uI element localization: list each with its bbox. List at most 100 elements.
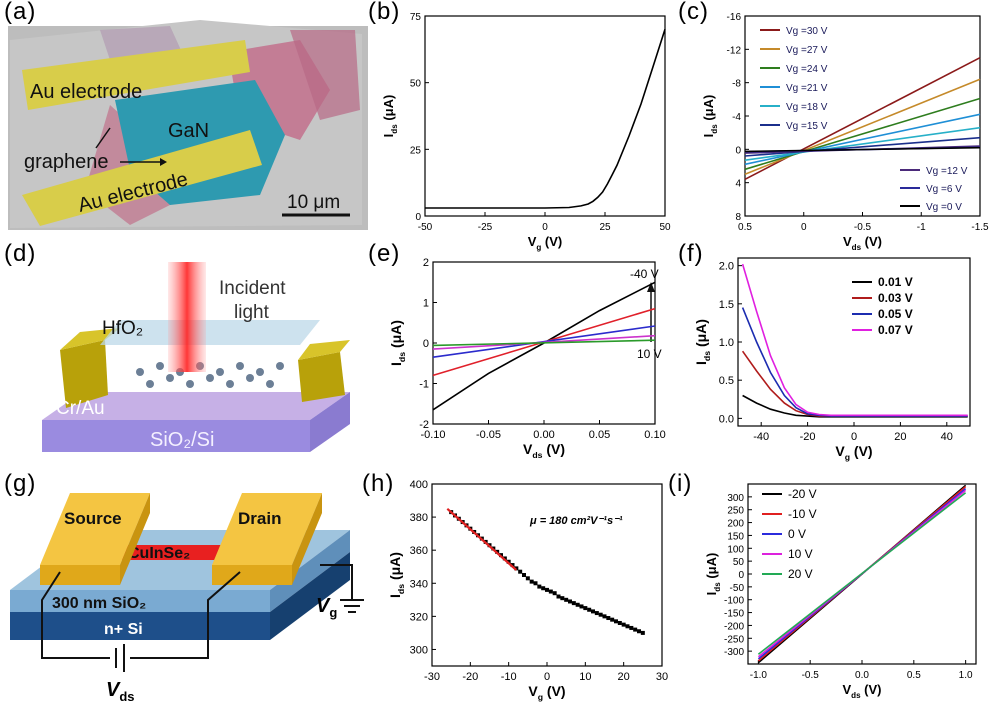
panel-e-series-line [432,339,656,347]
panel-label-g: (g) [4,470,37,497]
panel-h-xtick-label: 20 [618,671,630,683]
panel-c-xtick-label: 0 [801,222,807,233]
panel-h-data-point [568,599,572,604]
panel-label-f: (f) [678,240,704,267]
panel-h-plot-frame [431,483,663,667]
panel-c-ylabel: Ids (μA) [701,95,719,138]
label-source: Source [64,509,122,528]
panel-b-ytick-label: 0 [415,212,421,223]
panel-i-ytick-label: 150 [727,531,744,542]
panel-i-ytick-label: 0 [738,570,744,581]
panel-h-ytick-label: 320 [410,611,428,623]
panel-f-legend-label: 0.05 V [878,307,913,321]
electrode-right [298,352,345,402]
panel-c-series-line [744,136,981,157]
panel-c-ytick-label: -12 [727,45,742,56]
panel-c-legend-label: Vg =18 V [786,102,828,113]
panel-b-plot-frame [424,15,666,217]
panel-h-data-point [579,604,584,609]
panel-c-series-line [744,113,981,166]
circuit-wire-right [130,571,241,659]
substrate-top [42,392,350,420]
panel-h-data-point [594,611,599,616]
panel-e-ylabel: Ids (μA) [388,320,407,366]
panel-h-xlabel: Vg (V) [528,683,565,702]
panel-e-ytick-label: 2 [423,257,429,269]
panel-c-ytick-label: 0 [735,145,741,156]
scale-bar-label: 10 μm [287,192,340,213]
panel-b-xtick-label: -25 [478,222,493,233]
panel-h-data-point [545,587,549,592]
panel-e-ytick-label: 1 [423,298,429,310]
graphene-arrow-1 [95,127,111,149]
circuit-wire-left [41,571,110,659]
label-incident: Incident [219,278,286,299]
panel-c-series-line [744,97,981,171]
panel-label-d: (d) [4,240,37,267]
panel-e-ytick-label: -2 [419,419,429,431]
source-electrode [40,493,150,565]
panel-i-ytick-label: -50 [730,583,745,594]
panel-i-xtick-label: -0.5 [802,670,820,681]
panel-f-xtick-label: -20 [800,431,816,443]
gate-wire [320,564,353,600]
panel-h-data-point [629,625,634,630]
panel-e-xtick-label: -0.10 [420,429,445,441]
panel-e-xtick-label: 0.00 [533,429,554,441]
sio2-front [10,590,270,612]
panel-h-xtick-label: 10 [579,671,591,683]
arrow-label-bottom: 10 V [637,347,662,361]
panel-h-ytick-label: 380 [410,512,428,524]
panel-a-image: Au electrode Au electrode GaN graphene 1… [8,20,368,230]
panel-h-data-point [548,589,553,594]
panel-h-data-point [587,607,592,612]
panel-f-xtick-label: -40 [753,431,769,443]
panel-c-xtick-label: -1 [917,222,926,233]
panel-f-ytick-label: 1.5 [719,299,734,311]
panel-f-ylabel: Ids (μA) [693,319,712,365]
panel-h-data-point [575,602,580,607]
panel-e-ytick-label: -1 [419,379,429,391]
label-hfo2: HfO₂ [102,318,143,339]
panel-f-plot-frame [737,257,971,427]
panel-h-series-line [446,507,518,571]
panel-h-ytick-label: 360 [410,545,428,557]
panel-h-data-point [564,597,569,602]
label-nsi: n+ Si [104,621,143,638]
panel-c-series-line [744,56,981,181]
panel-h-ytick-label: 340 [410,578,428,590]
panel-i-xtick-label: 1.0 [959,670,973,681]
panel-i-ytick-label: 300 [727,493,744,504]
label-drain: Drain [238,509,281,528]
panel-h-data-point [571,601,576,606]
label-sio2-thickness: 300 nm SiO₂ [52,595,146,612]
panel-c-xtick-label: -1.5 [971,222,989,233]
nsi-front [10,612,270,640]
panel-i-ytick-label: 200 [727,519,744,530]
panel-b-xlabel: Vg (V) [528,234,563,252]
au-electrode-top [22,40,250,110]
panel-c-legend-label: Vg =24 V [786,64,828,75]
panel-c-ytick-label: -4 [732,112,741,123]
panel-h-xtick-label: -30 [424,671,440,683]
panel-h-data-point [560,596,565,601]
panel-b-xtick-label: 50 [659,222,671,233]
panel-b-ytick-label: 50 [410,79,422,90]
panel-f-legend-label: 0.07 V [878,323,913,337]
panel-f-ytick-label: 0.5 [719,375,734,387]
panel-e-xtick-label: 0.05 [589,429,610,441]
panel-c-ytick-label: 8 [735,212,741,223]
mobility-annotation: μ = 180 cm²V⁻¹s⁻¹ [529,515,623,527]
panel-h-xtick-label: -10 [501,671,517,683]
panel-f-xtick-label: 20 [894,431,906,443]
panel-c-xtick-label: -0.5 [854,222,872,233]
arrow-label-top: -40 V [630,267,659,281]
panel-i-ylabel: Ids (μA) [704,553,722,596]
panel-e-ytick-label: 0 [423,338,429,350]
electrode-left [60,340,108,408]
panel-c-ytick-label: -8 [732,79,741,90]
panel-i-legend-label: 20 V [788,567,813,581]
panel-b-ytick-label: 25 [410,145,422,156]
panel-f-xlabel: Vg (V) [835,443,872,462]
